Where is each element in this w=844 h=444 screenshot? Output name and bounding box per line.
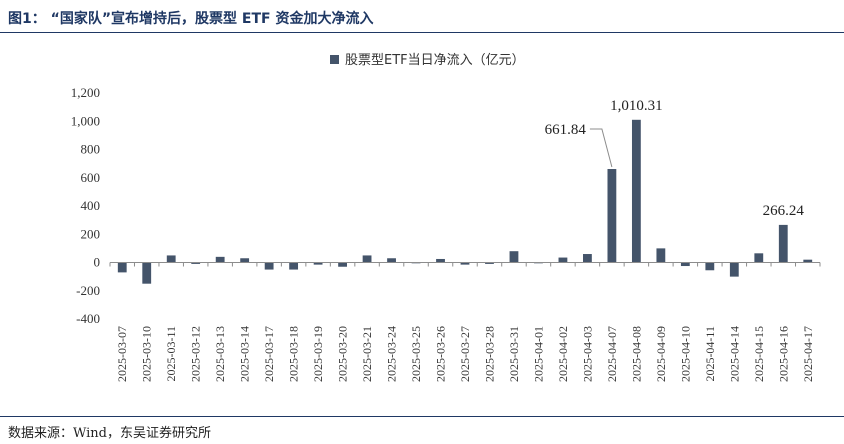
bar: [803, 259, 813, 263]
bar: [754, 253, 764, 263]
bar: [778, 224, 788, 263]
x-tick-label: 2025-04-16: [776, 326, 790, 382]
bar: [264, 262, 274, 270]
bar: [338, 262, 347, 267]
source-rule: [0, 416, 844, 417]
x-tick-label: 2025-03-18: [287, 326, 301, 382]
bar: [142, 262, 152, 284]
bar: [166, 255, 176, 263]
x-tick-label: 2025-03-10: [140, 326, 154, 382]
x-tick-label: 2025-04-01: [531, 326, 545, 382]
x-tick-label: 2025-04-17: [801, 326, 815, 382]
bar: [631, 119, 641, 263]
x-axis: 2025-03-07 2025-03-10 2025-03-11 2025-03-12…: [109, 262, 821, 382]
bar: [240, 258, 250, 263]
x-tick-label: 2025-03-11: [164, 326, 178, 382]
data-label: 661.84: [545, 122, 587, 138]
x-tick-label: 2025-03-21: [360, 326, 374, 382]
bar-chart: 股票型ETF当日净流入（亿元） 1,200 1,000 800 600 400 200 0 -…: [71, 53, 821, 382]
figure-title: 图1： “国家队”宣布增持后，股票型 ETF 资金加大净流入: [8, 11, 374, 27]
y-tick-label: 0: [94, 255, 101, 270]
x-tick-label: 2025-04-09: [654, 326, 668, 382]
x-tick-label: 2025-03-12: [189, 326, 203, 382]
y-tick-label: -400: [76, 311, 100, 326]
x-tick-label: 2025-03-24: [385, 326, 399, 382]
y-tick-label: 1,200: [71, 85, 100, 100]
bar: [509, 251, 519, 263]
bar: [680, 262, 690, 267]
x-tick-label: 2025-04-15: [752, 326, 766, 382]
legend-label: 股票型ETF当日净流入（亿元）: [345, 53, 525, 68]
x-tick-label: 2025-03-17: [262, 326, 276, 382]
bar: [558, 257, 568, 263]
data-label: 1,010.31: [610, 98, 663, 114]
x-tick-label: 2025-04-10: [678, 326, 692, 382]
bars: [117, 119, 813, 284]
x-tick-label: 2025-04-08: [629, 326, 643, 382]
x-tick-label: 2025-03-28: [482, 326, 496, 382]
bar: [656, 248, 666, 263]
x-tick-label: 2025-03-25: [409, 326, 423, 382]
leader-line: [589, 128, 613, 168]
y-tick-label: 400: [81, 198, 101, 213]
bar: [215, 256, 225, 263]
legend-swatch: [330, 55, 339, 64]
x-tick-label: 2025-04-11: [703, 326, 717, 382]
bar: [436, 258, 445, 263]
source-note: 数据来源：Wind，东吴证券研究所: [8, 426, 211, 441]
bar: [362, 255, 372, 263]
x-tick-label: 2025-04-03: [580, 326, 594, 382]
y-tick-label: -200: [76, 283, 100, 298]
title-rule: [0, 32, 844, 33]
x-tick-label: 2025-04-02: [556, 326, 570, 382]
x-tick-label: 2025-03-14: [238, 326, 252, 382]
legend: 股票型ETF当日净流入（亿元）: [330, 53, 525, 68]
y-axis: 1,200 1,000 800 600 400 200 0 -200 -400: [71, 85, 100, 326]
bar: [387, 258, 396, 263]
x-tick-label: 2025-03-13: [213, 326, 227, 382]
x-tick-label: 2025-03-27: [458, 326, 472, 382]
bar: [607, 169, 617, 263]
bar: [289, 262, 299, 270]
y-tick-label: 200: [81, 226, 101, 241]
y-tick-label: 1,000: [71, 113, 100, 128]
bar: [705, 262, 715, 271]
x-tick-label: 2025-04-14: [727, 326, 741, 382]
data-labels: 661.84 1,010.31 266.24: [545, 98, 805, 219]
bar: [485, 262, 494, 264]
bar: [191, 262, 201, 264]
x-tick-label: 2025-04-07: [605, 326, 619, 382]
x-tick-label: 2025-03-26: [434, 326, 448, 382]
x-tick-label: 2025-03-31: [507, 326, 521, 382]
x-tick-label: 2025-03-07: [115, 326, 129, 382]
x-tick-label: 2025-03-19: [311, 326, 325, 382]
bar: [729, 262, 739, 277]
bar: [460, 262, 470, 265]
data-label: 266.24: [763, 203, 805, 219]
bar: [583, 254, 592, 263]
bar: [117, 262, 127, 273]
y-tick-label: 800: [81, 142, 101, 157]
y-tick-label: 600: [81, 170, 101, 185]
x-tick-label: 2025-03-20: [336, 326, 350, 382]
bar: [313, 262, 323, 265]
